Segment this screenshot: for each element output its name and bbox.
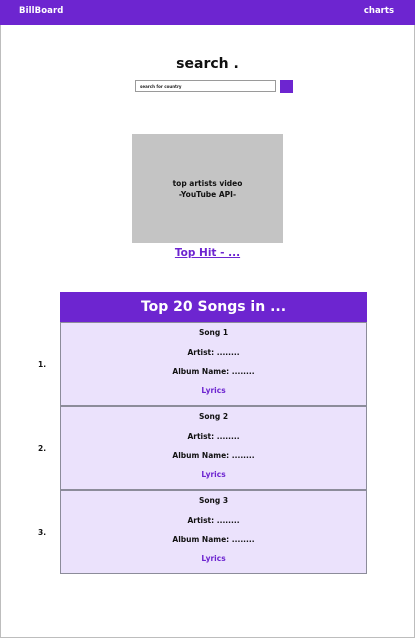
song-card: Song 3 Artist: ........ Album Name: ....… xyxy=(60,490,367,574)
song-card: Song 2 Artist: ........ Album Name: ....… xyxy=(60,406,367,490)
song-artist: Artist: ........ xyxy=(187,432,240,441)
search-button[interactable] xyxy=(280,80,293,93)
brand-logo[interactable]: BillBoard xyxy=(19,6,64,16)
song-card: Song 1 Artist: ........ Album Name: ....… xyxy=(60,322,367,406)
song-album: Album Name: ........ xyxy=(172,367,255,376)
top-hit-link[interactable]: Top Hit - ... xyxy=(174,247,241,259)
song-artist: Artist: ........ xyxy=(187,348,240,357)
video-label-line1: top artists video xyxy=(172,178,243,188)
song-album: Album Name: ........ xyxy=(172,451,255,460)
song-rank: 1. xyxy=(38,360,47,369)
search-heading: search . xyxy=(176,56,239,72)
top-songs-header: Top 20 Songs in ... xyxy=(60,292,367,322)
song-artist: Artist: ........ xyxy=(187,516,240,525)
song-title: Song 2 xyxy=(198,412,229,421)
lyrics-link[interactable]: Lyrics xyxy=(201,554,226,563)
video-label-line2: -YouTube API- xyxy=(178,189,237,199)
song-title: Song 1 xyxy=(198,328,229,337)
country-search-input[interactable] xyxy=(135,80,276,92)
lyrics-link[interactable]: Lyrics xyxy=(201,386,226,395)
song-rank: 3. xyxy=(38,528,47,537)
top-navbar: BillBoard charts xyxy=(0,0,415,25)
song-album: Album Name: ........ xyxy=(172,535,255,544)
lyrics-link[interactable]: Lyrics xyxy=(201,470,226,479)
charts-link[interactable]: charts xyxy=(363,6,394,16)
song-title: Song 3 xyxy=(198,496,229,505)
song-rank: 2. xyxy=(38,444,47,453)
top-artists-video-placeholder[interactable]: top artists video -YouTube API- xyxy=(132,134,283,243)
